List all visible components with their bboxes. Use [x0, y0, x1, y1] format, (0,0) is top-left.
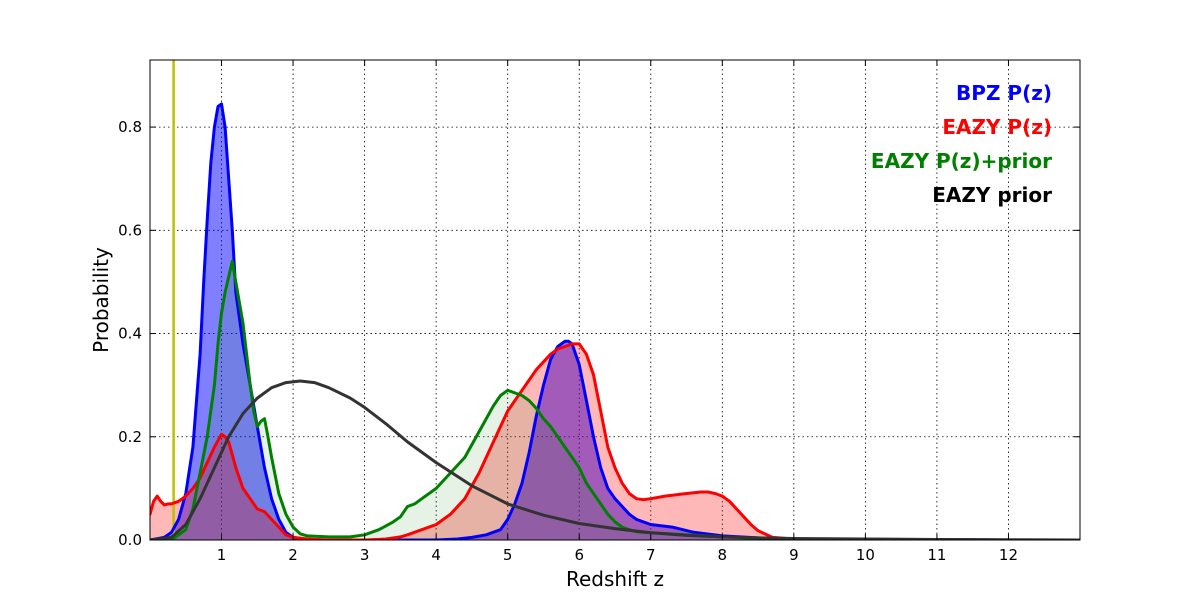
legend-entry-bpz-p-z: BPZ P(z)	[956, 81, 1052, 105]
y-tick-label: 0.2	[118, 428, 142, 446]
y-tick-label: 0.0	[118, 531, 142, 549]
y-tick-label: 0.6	[118, 221, 142, 239]
x-tick-label: 3	[360, 546, 370, 564]
legend-entry-eazy-p-z: EAZY P(z)	[942, 115, 1052, 139]
plot-background	[150, 60, 1080, 540]
x-tick-label: 7	[646, 546, 656, 564]
x-tick-label: 2	[288, 546, 298, 564]
plot-frame	[149, 59, 1081, 541]
x-tick-label: 10	[856, 546, 875, 564]
y-axis-title: Probability	[89, 247, 113, 353]
x-tick-label: 9	[789, 546, 799, 564]
y-tick-label: 0.4	[118, 325, 142, 343]
area-bpz-p-z	[150, 103, 1080, 540]
area-eazy-p-z-prior	[150, 261, 1080, 540]
x-tick-label: 11	[927, 546, 946, 564]
line-eazy-p-z	[150, 342, 1080, 540]
x-tick-label: 6	[574, 546, 584, 564]
x-tick-label: 1	[217, 546, 227, 564]
x-tick-label: 5	[503, 546, 513, 564]
legend-entry-eazy-prior: EAZY prior	[932, 183, 1052, 207]
line-eazy-p-z-prior	[150, 259, 1080, 540]
x-tick-label: 8	[718, 546, 728, 564]
y-tick-label: 0.8	[118, 118, 142, 136]
line-eazy-prior	[150, 379, 1080, 540]
x-tick-label: 12	[999, 546, 1018, 564]
x-axis-title: Redshift z	[566, 567, 664, 591]
x-tick-label: 4	[431, 546, 441, 564]
legend-entry-eazy-p-z-prior: EAZY P(z)+prior	[871, 149, 1052, 173]
line-bpz-p-z	[150, 102, 1080, 540]
ticks: 1 2 3 4 5 6 7 8 9 10 11 120.00.20.40.60.8	[118, 60, 1080, 564]
legend: BPZ P(z) EAZY P(z) EAZY P(z)+prior EAZY pri…	[871, 81, 1052, 207]
series-lines	[150, 102, 1080, 540]
